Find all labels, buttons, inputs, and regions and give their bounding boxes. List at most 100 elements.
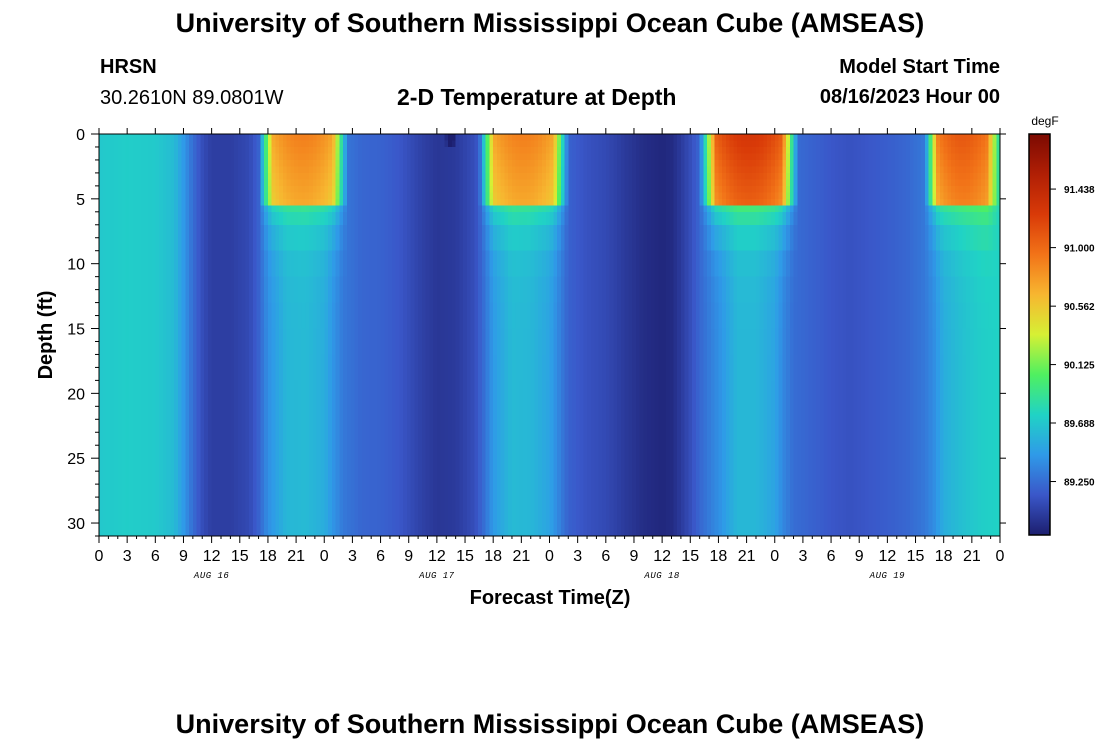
heatmap-cell [759, 458, 765, 485]
heatmap-cell [804, 198, 810, 206]
heatmap-cell [583, 166, 588, 174]
heatmap-cell [230, 354, 235, 381]
heatmap-cell [170, 166, 175, 174]
heatmap-cell [778, 250, 783, 278]
heatmap-cell [695, 354, 701, 381]
heatmap-cell [316, 302, 322, 330]
heatmap-cell [628, 458, 633, 485]
heatmap-cell [740, 192, 746, 200]
heatmap-cell [166, 166, 171, 174]
heatmap-cell [504, 179, 509, 187]
heatmap-cell [324, 166, 329, 174]
heatmap-cell [219, 146, 224, 155]
heatmap-cell [774, 159, 780, 168]
heatmap-cell [241, 140, 247, 148]
heatmap-cell [110, 276, 115, 304]
heatmap-cell [309, 153, 314, 161]
heatmap-cell [673, 198, 678, 206]
heatmap-cell [812, 172, 817, 180]
heatmap-cell [297, 224, 303, 252]
heatmap-cell [369, 510, 374, 537]
heatmap-cell [699, 172, 705, 180]
heatmap-cell [121, 205, 126, 213]
heatmap-cell [620, 146, 626, 155]
heatmap-cell [545, 432, 551, 459]
heatmap-cell [102, 159, 108, 168]
heatmap-cell [707, 134, 712, 142]
heatmap-cell [692, 159, 697, 168]
heatmap-cell [207, 211, 213, 226]
heatmap-cell [365, 185, 370, 193]
heatmap-cell [684, 159, 689, 168]
heatmap-cell [568, 224, 573, 252]
heatmap-cell [519, 179, 524, 187]
heatmap-cell [286, 302, 292, 330]
heatmap-cell [117, 458, 123, 485]
heatmap-cell [838, 192, 843, 200]
heatmap-cell [358, 179, 363, 187]
heatmap-cell [151, 458, 156, 485]
heatmap-cell [718, 458, 723, 485]
heatmap-cell [541, 172, 547, 180]
heatmap-cell [823, 134, 828, 142]
heatmap-cell [500, 205, 506, 213]
heatmap-cell [812, 146, 817, 155]
heatmap-cell [249, 205, 254, 213]
heatmap-cell [508, 380, 513, 407]
heatmap-cell [376, 354, 382, 381]
heatmap-cell [196, 510, 201, 537]
heatmap-cell [838, 380, 843, 407]
heatmap-cell [549, 185, 554, 193]
heatmap-cell [541, 224, 547, 252]
heatmap-cell [797, 159, 802, 168]
heatmap-cell [737, 205, 742, 213]
heatmap-cell [365, 140, 370, 148]
heatmap-cell [144, 134, 149, 142]
heatmap-cell [692, 172, 697, 180]
heatmap-cell [489, 250, 494, 278]
heatmap-cell [433, 146, 438, 155]
heatmap-cell [226, 153, 231, 161]
heatmap-cell [620, 159, 626, 168]
heatmap-cell [470, 432, 476, 459]
heatmap-cell [673, 153, 678, 161]
heatmap-cell [395, 153, 400, 161]
heatmap-cell [677, 211, 682, 226]
heatmap-cell [801, 198, 806, 206]
heatmap-cell [207, 250, 213, 278]
heatmap-cell [181, 185, 186, 193]
heatmap-cell [211, 354, 216, 381]
heatmap-cell [493, 224, 498, 252]
heatmap-cell [707, 250, 712, 278]
heatmap-cell [226, 276, 231, 304]
heatmap-cell [557, 250, 562, 278]
heatmap-cell [508, 250, 513, 278]
heatmap-cell [680, 146, 686, 155]
heatmap-cell [384, 205, 389, 213]
heatmap-cell [474, 354, 479, 381]
heatmap-cell [406, 134, 412, 142]
heatmap-cell [343, 406, 348, 433]
heatmap-cell [373, 380, 378, 407]
heatmap-cell [541, 406, 547, 433]
heatmap-cell [140, 432, 145, 459]
heatmap-cell [564, 172, 569, 180]
heatmap-cell [620, 276, 626, 304]
heatmap-cell [451, 458, 457, 485]
heatmap-cell [425, 328, 430, 356]
heatmap-cell [755, 205, 761, 213]
heatmap-cell [774, 134, 780, 142]
heatmap-cell [609, 192, 614, 200]
heatmap-cell [684, 276, 689, 304]
heatmap-cell [478, 250, 483, 278]
heatmap-cell [617, 159, 622, 168]
heatmap-cell [361, 172, 367, 180]
heatmap-cell [778, 166, 783, 174]
heatmap-cell [827, 166, 832, 174]
heatmap-cell [384, 211, 389, 226]
heatmap-cell [650, 406, 656, 433]
heatmap-cell [215, 153, 220, 161]
heatmap-cell [346, 134, 352, 142]
heatmap-cell [478, 146, 483, 155]
heatmap-cell [125, 302, 130, 330]
